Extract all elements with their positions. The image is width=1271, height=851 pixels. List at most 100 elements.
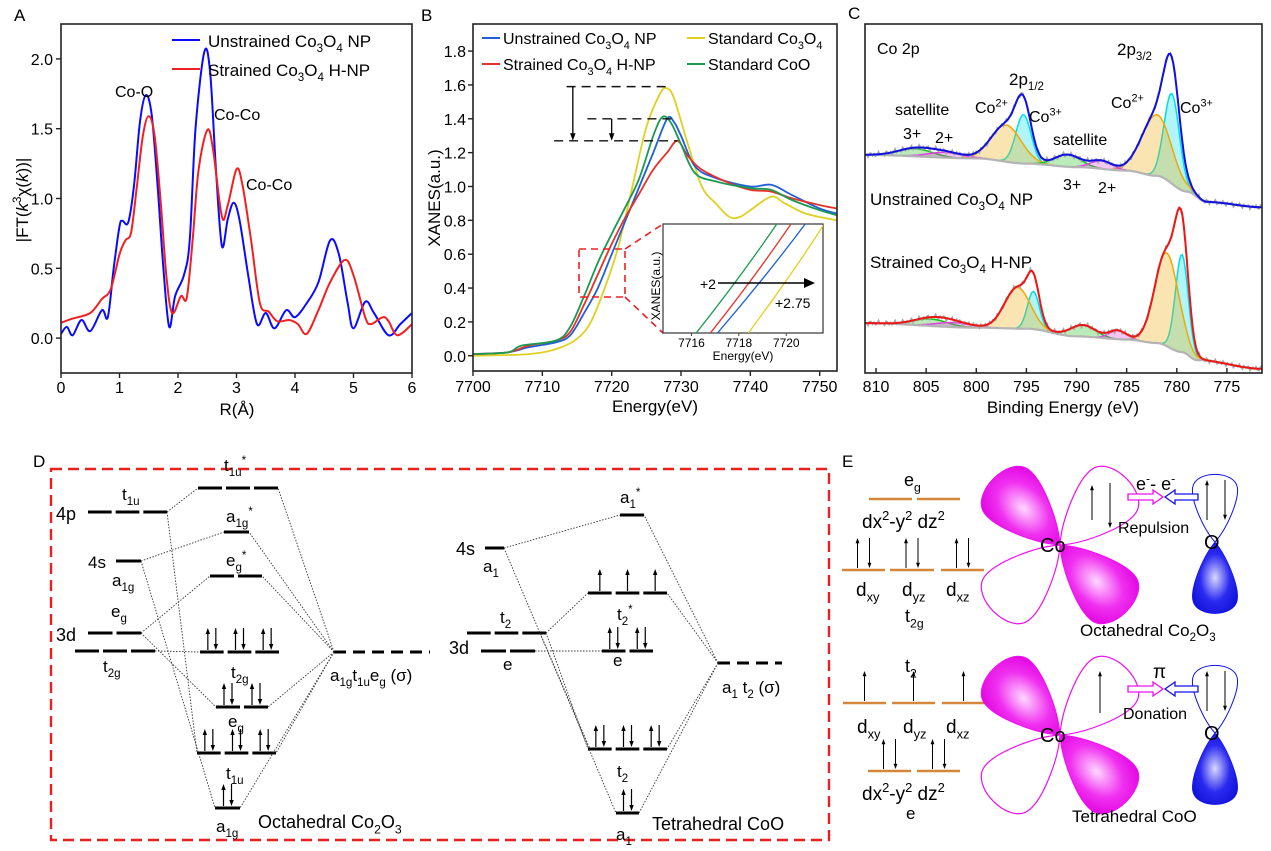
label-segment: NP (1005, 190, 1033, 209)
correlation-line (638, 662, 719, 814)
label-segment: 3 (1209, 632, 1215, 644)
series-line-1 (60, 115, 413, 337)
label-segment: 3 (317, 43, 323, 55)
label-segment: * (628, 604, 633, 616)
mo-label-oct_t1u_ao: t1u (122, 485, 140, 508)
inset-plot-area (662, 223, 824, 334)
y-tick-label: 1.0 (31, 192, 53, 209)
peak-annotation: Co-O (115, 84, 153, 101)
label-segment: t (905, 656, 910, 676)
legend-label: Standard CoO (708, 57, 810, 74)
label-segment: 3 (298, 72, 304, 84)
arrow-head (867, 562, 872, 568)
arrow-head (862, 671, 867, 677)
label-segment: 4 (606, 66, 612, 78)
mo-label-oct_3d: 3d (56, 625, 76, 645)
mo-label-tet_t2_star: t2* (617, 604, 633, 628)
mo-label-oct_t2g_nb: t2g (231, 663, 249, 686)
peak-label: 2p1/2 (1009, 70, 1044, 93)
peak-label: 2p3/2 (1117, 40, 1152, 63)
label-segment: * (636, 487, 641, 499)
co-d-lobe-outline (1059, 465, 1140, 546)
correlation-line (503, 514, 621, 549)
component-fill-sat3+ (869, 148, 962, 159)
inset-x-tick-label: 7720 (773, 336, 800, 350)
label-segment: O (323, 32, 336, 51)
panel-letter: C (848, 4, 860, 23)
arrow-head (881, 739, 886, 745)
label-segment: O (381, 812, 395, 832)
arrow-head (625, 569, 630, 575)
label-segment: Standard Co (708, 31, 798, 48)
y-tick-label: 1.8 (444, 44, 466, 61)
label-segment: (σ) (754, 678, 781, 697)
arrow-head (656, 741, 662, 747)
correlation-line (277, 487, 335, 653)
orbital-text-tet_o: O (1204, 723, 1220, 745)
arrow-head (230, 729, 235, 735)
label-segment: 2 (747, 689, 753, 701)
label-segment: Unstrained Co (208, 32, 317, 51)
arrow-head (1098, 671, 1102, 677)
hollow-arrow-o (1163, 680, 1199, 698)
label-segment: 1u (231, 775, 244, 787)
label-segment: - (1146, 471, 1150, 485)
correlation-line (140, 632, 217, 708)
series-line-3 (472, 115, 838, 355)
inset-edge-line (747, 224, 823, 333)
orbital-label-oct_t2g: t2g (905, 606, 924, 630)
label-segment: 4 (816, 40, 822, 52)
label-segment: 2g (910, 616, 924, 630)
label-segment: k (13, 201, 32, 211)
label-segment: Strained Co (208, 61, 298, 80)
label-segment: 2+ (995, 97, 1007, 109)
label-segment: 3/2 (1136, 51, 1152, 63)
label-segment: Octahedral Co (1080, 621, 1190, 640)
label-segment: Co (1029, 109, 1050, 126)
o-p-lobe-outline (1192, 473, 1238, 543)
arrow-head (205, 628, 211, 634)
label-segment: xy (868, 727, 881, 742)
label-segment: t (231, 663, 236, 682)
xps-spectra (865, 51, 1262, 373)
arrow-head (229, 800, 234, 806)
label-segment: e (1136, 474, 1146, 494)
label-segment: O (985, 190, 998, 209)
label-segment: 1g (225, 828, 238, 840)
label-segment: 1u (357, 677, 370, 689)
oxidation-state-label: +2 (700, 276, 716, 292)
label-segment: a (722, 678, 732, 697)
arrow-head (607, 627, 612, 633)
arrow-head (893, 763, 898, 769)
arrow-head (221, 784, 226, 790)
label-segment: a (616, 825, 626, 844)
label-segment: 2p (1117, 40, 1136, 59)
legend-label: Unstrained Co3O4 NP (208, 32, 371, 55)
peak-label: Co2+ (1111, 92, 1144, 112)
co-d-lobe-filled (980, 465, 1061, 546)
label-segment: a (112, 571, 122, 590)
x-tick-label: 0 (57, 380, 66, 397)
correlation-line (643, 514, 719, 664)
label-segment: 2 (938, 780, 945, 795)
label-segment: * (242, 550, 247, 562)
x-tick-label: 7740 (733, 379, 769, 396)
label-segment: e (370, 666, 379, 685)
x-axis-label: Energy(eV) (612, 397, 698, 416)
correlation-line (275, 651, 335, 754)
x-axis-label: R(Å) (220, 400, 255, 419)
label-segment: Strained Co (503, 57, 588, 74)
x-tick-label: 1 (115, 380, 124, 397)
legend-label: Strained Co3O4 H-NP (503, 57, 656, 78)
peak-label: 3+ (1063, 177, 1081, 194)
arrow-head (249, 683, 255, 689)
label-segment: 1 (629, 499, 635, 511)
fit-envelope-1 (865, 206, 1262, 370)
label-segment: 4 (336, 43, 343, 55)
label-segment: Unstrained Co (870, 190, 979, 209)
label-segment: t (224, 456, 229, 475)
x-tick-label: 2 (174, 380, 183, 397)
x-tick-label: 795 (1013, 379, 1040, 396)
